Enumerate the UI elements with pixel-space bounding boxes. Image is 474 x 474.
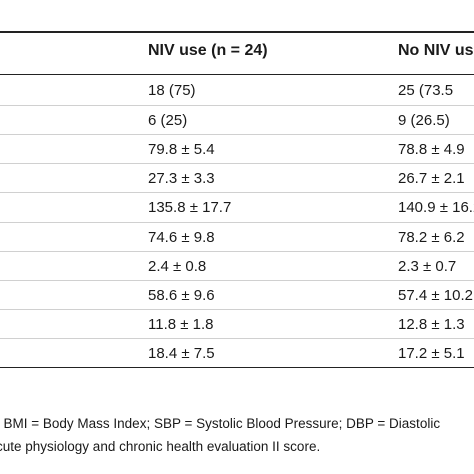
cell-niv-use: 27.3 ± 3.3	[148, 170, 215, 188]
footnote-abbreviations: ; BMI = Body Mass Index; SBP = Systolic …	[0, 416, 441, 431]
cell-no-niv: 57.4 ± 10.2	[398, 286, 473, 304]
cell-niv-use: 6 (25)	[148, 112, 188, 130]
table-row: 58.6 ± 9.6 57.4 ± 10.2	[0, 279, 474, 310]
table-header-rule	[0, 74, 474, 75]
cell-no-niv: 78.8 ± 4.9	[398, 141, 465, 159]
cell-no-niv: 78.2 ± 6.2	[398, 228, 465, 246]
table-row: 11.8 ± 1.8 12.8 ± 1.3	[0, 308, 474, 339]
header-niv-use: NIV use (n = 24)	[148, 42, 268, 59]
cell-niv-use: 2.4 ± 0.8	[148, 257, 207, 275]
table-top-rule	[0, 31, 474, 33]
cell-no-niv: 26.7 ± 2.1	[398, 170, 465, 188]
table-bottom-rule	[0, 367, 474, 368]
table-row: 18 (75) 25 (73.5	[0, 76, 474, 105]
header-no-niv: No NIV us	[398, 42, 474, 59]
cell-no-niv: 2.3 ± 0.7	[398, 257, 457, 275]
cell-niv-use: 18.4 ± 7.5	[148, 344, 215, 362]
cell-no-niv: 17.2 ± 5.1	[398, 344, 465, 362]
cell-no-niv: 25 (73.5	[398, 82, 454, 99]
table-row: 18.4 ± 7.5 17.2 ± 5.1	[0, 337, 474, 368]
table-row: 2.4 ± 0.8 2.3 ± 0.7	[0, 250, 474, 281]
cell-no-niv: 140.9 ± 16.2	[398, 199, 474, 217]
cell-niv-use: 135.8 ± 17.7	[148, 199, 232, 217]
cell-no-niv: 9 (26.5)	[398, 112, 450, 130]
cell-niv-use: 11.8 ± 1.8	[148, 315, 214, 333]
cell-niv-use: 18 (75)	[148, 82, 196, 99]
table-row: 135.8 ± 17.7 140.9 ± 16.2	[0, 192, 474, 222]
table-row: 6 (25) 9 (26.5)	[0, 105, 474, 135]
cell-niv-use: 79.8 ± 5.4	[148, 141, 215, 159]
table-row: 27.3 ± 3.3 26.7 ± 2.1	[0, 163, 474, 193]
cell-niv-use: 74.6 ± 9.8	[148, 228, 215, 246]
table-row: 74.6 ± 9.8 78.2 ± 6.2	[0, 221, 474, 252]
cell-niv-use: 58.6 ± 9.6	[148, 286, 215, 304]
cell-no-niv: 12.8 ± 1.3	[398, 315, 465, 333]
table-row: 79.8 ± 5.4 78.8 ± 4.9	[0, 134, 474, 164]
footnote-apache: cute physiology and chronic health evalu…	[0, 439, 321, 454]
